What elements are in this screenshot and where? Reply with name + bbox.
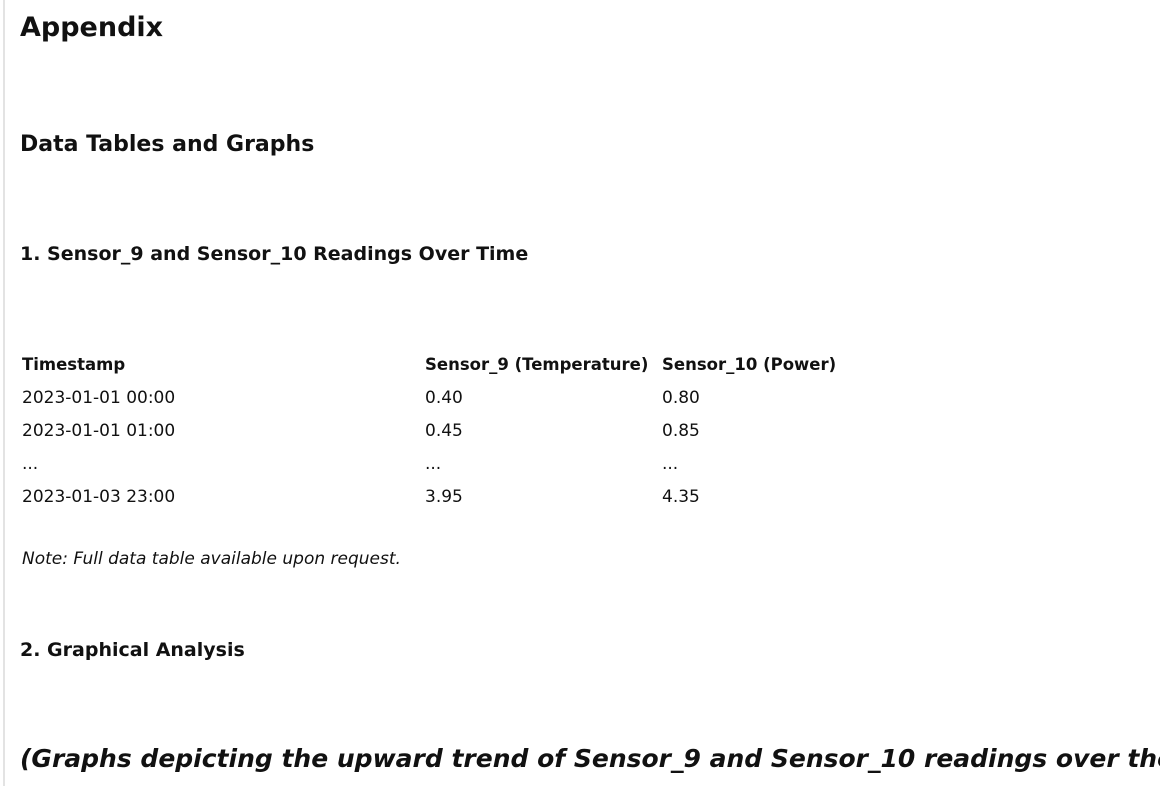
left-border [3,0,5,786]
table-cell: 0.80 [662,387,700,408]
note: Note: Full data table available upon req… [22,549,401,569]
table-cell: 2023-01-01 00:00 [22,387,176,408]
table-cell: 2023-01-01 01:00 [22,420,176,441]
table-cell: ... [662,453,679,474]
table-row: ......... [20,447,838,480]
table-cell: 0.45 [425,420,463,441]
table-row: 2023-01-03 23:00 3.95 4.35 [20,480,838,513]
subsection-heading: 1. Sensor_9 and Sensor_10 Readings Over … [20,243,529,265]
table-cell: ... [425,453,442,474]
graph-caption: (Graphs depicting the upward trend of Se… [20,744,1160,773]
table-row: 2023-01-01 00:00 0.40 0.80 [20,381,838,414]
table-row: 2023-01-01 01:00 0.45 0.85 [20,414,838,447]
table-body: 2023-01-01 00:00 0.40 0.80 2023-01-01 01:00… [20,381,838,513]
section-heading: Data Tables and Graphs [20,132,315,157]
title: Appendix [20,12,164,43]
header-row: Timestamp Sensor_9 (Temperature) Sensor_… [20,348,838,381]
table-cell: ... [22,453,39,474]
table-cell: 3.95 [425,486,463,507]
column-header: Sensor_9 (Temperature) [425,355,649,374]
table-cell: 0.85 [662,420,700,441]
table-cell: 0.40 [425,387,463,408]
column-header: Timestamp [22,355,126,374]
table-cell: 4.35 [662,486,700,507]
data-table: Timestamp Sensor_9 (Temperature) Sensor_… [20,348,838,513]
column-header: Sensor_10 (Power) [662,355,837,374]
subsection-heading: 2. Graphical Analysis [20,639,245,661]
table-cell: 2023-01-03 23:00 [22,486,176,507]
